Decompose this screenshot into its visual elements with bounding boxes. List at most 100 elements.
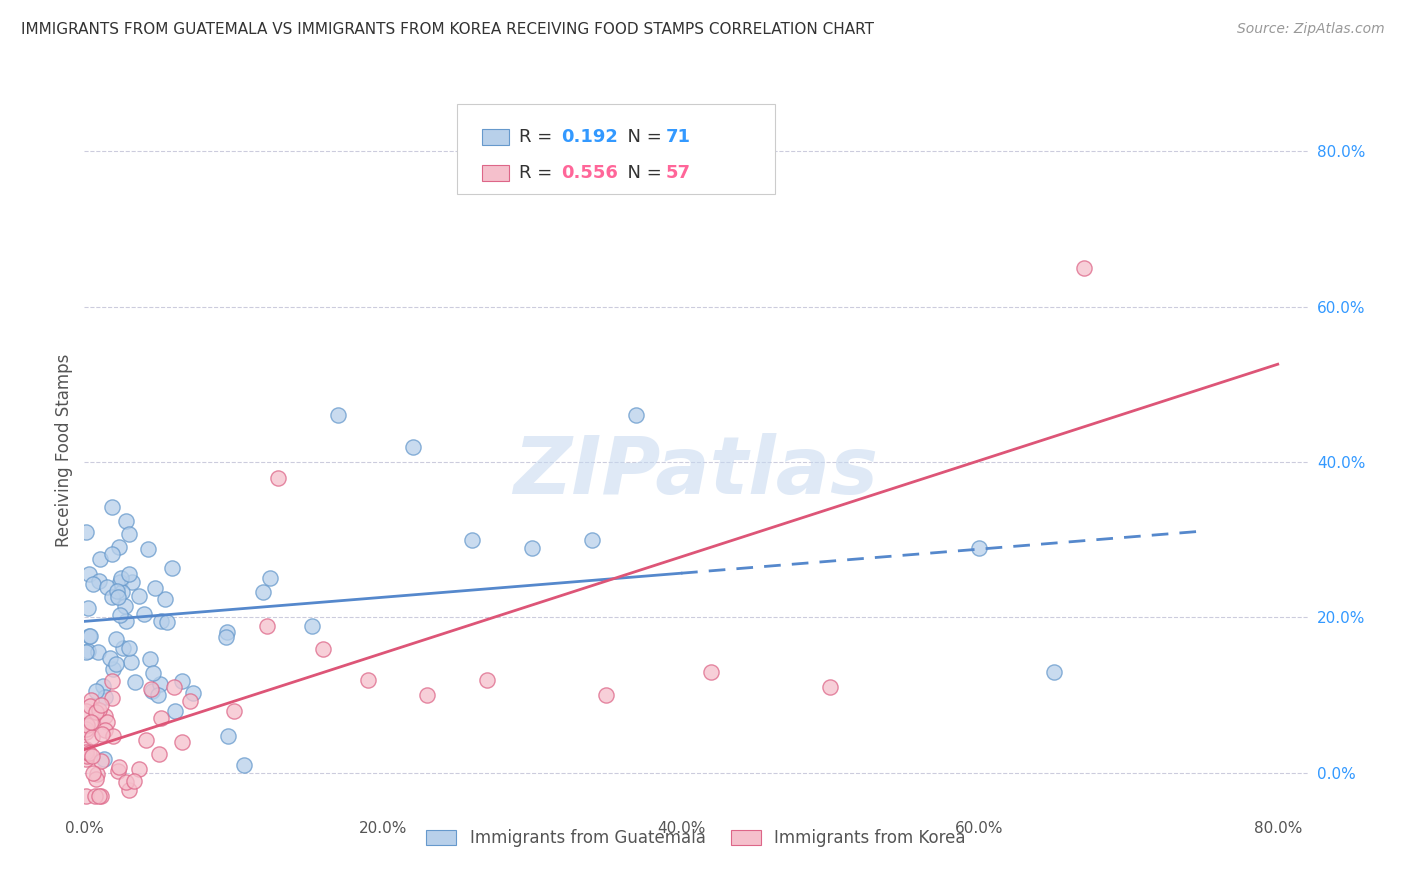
Point	[222, 704, 245, 718]
Point	[107, 764, 129, 779]
Point	[217, 729, 239, 743]
Point	[84, 706, 107, 720]
Point	[117, 527, 139, 541]
Point	[122, 774, 145, 789]
Point	[82, 766, 104, 780]
Point	[160, 561, 183, 575]
Point	[79, 698, 101, 713]
Point	[87, 645, 110, 659]
Point	[82, 577, 104, 591]
Point	[75, 704, 97, 718]
Point	[135, 732, 157, 747]
Point	[118, 566, 141, 581]
Point	[107, 540, 129, 554]
Text: ZIPatlas: ZIPatlas	[513, 434, 879, 511]
Point	[1043, 665, 1066, 679]
Point	[101, 547, 124, 561]
Point	[110, 574, 132, 589]
Point	[87, 789, 110, 804]
Point	[101, 662, 124, 676]
Point	[115, 775, 138, 789]
Point	[80, 714, 103, 729]
Point	[700, 665, 723, 679]
Point	[818, 681, 841, 695]
Point	[120, 655, 142, 669]
Point	[142, 665, 165, 680]
Point	[150, 711, 173, 725]
Point	[87, 574, 110, 588]
Point	[969, 541, 991, 555]
Text: 0.556: 0.556	[561, 164, 619, 182]
Point	[215, 630, 238, 644]
Point	[581, 533, 603, 547]
Point	[96, 714, 118, 729]
Point	[77, 566, 100, 581]
Point	[121, 575, 143, 590]
Point	[267, 470, 290, 484]
Point	[75, 751, 97, 765]
Point	[75, 745, 97, 759]
Point	[101, 590, 124, 604]
Point	[75, 645, 97, 659]
Point	[91, 727, 114, 741]
Point	[108, 760, 131, 774]
Point	[75, 725, 97, 739]
Point	[326, 409, 349, 423]
Point	[77, 746, 100, 760]
Text: N =: N =	[616, 128, 668, 146]
Point	[86, 772, 108, 786]
Point	[170, 673, 193, 688]
Point	[256, 618, 278, 632]
Point	[75, 741, 97, 756]
Point	[84, 684, 107, 698]
Point	[163, 680, 186, 694]
Point	[118, 782, 141, 797]
Point	[101, 691, 124, 706]
Point	[105, 583, 128, 598]
Point	[163, 704, 186, 718]
Point	[79, 629, 101, 643]
Legend: Immigrants from Guatemala, Immigrants from Korea: Immigrants from Guatemala, Immigrants fr…	[420, 822, 972, 854]
Point	[98, 651, 121, 665]
Point	[114, 614, 136, 628]
Point	[105, 657, 128, 672]
Text: 57: 57	[665, 164, 690, 182]
Point	[105, 632, 128, 647]
FancyBboxPatch shape	[482, 129, 509, 145]
Point	[76, 601, 98, 615]
Text: 0.192: 0.192	[561, 128, 619, 146]
Point	[181, 686, 204, 700]
Point	[90, 698, 112, 712]
FancyBboxPatch shape	[482, 165, 509, 181]
Point	[139, 652, 162, 666]
Point	[148, 747, 170, 761]
Y-axis label: Receiving Food Stamps: Receiving Food Stamps	[55, 354, 73, 547]
Point	[91, 679, 114, 693]
Point	[77, 644, 100, 658]
Point	[94, 709, 117, 723]
Text: R =: R =	[519, 164, 558, 182]
Point	[626, 409, 648, 423]
Point	[145, 581, 167, 595]
Point	[136, 541, 159, 556]
Point	[86, 767, 108, 781]
Point	[83, 789, 105, 804]
Point	[90, 789, 112, 804]
Point	[76, 748, 98, 763]
Point	[79, 716, 101, 731]
Point	[114, 599, 136, 614]
Point	[101, 729, 124, 743]
Text: 71: 71	[665, 128, 690, 146]
Point	[128, 762, 150, 776]
Point	[76, 718, 98, 732]
Point	[93, 723, 115, 737]
Point	[150, 614, 173, 628]
Point	[80, 693, 103, 707]
Text: R =: R =	[519, 128, 558, 146]
Point	[146, 688, 169, 702]
Point	[139, 682, 162, 697]
Point	[252, 585, 274, 599]
Point	[117, 640, 139, 655]
Point	[96, 580, 118, 594]
Point	[301, 619, 323, 633]
